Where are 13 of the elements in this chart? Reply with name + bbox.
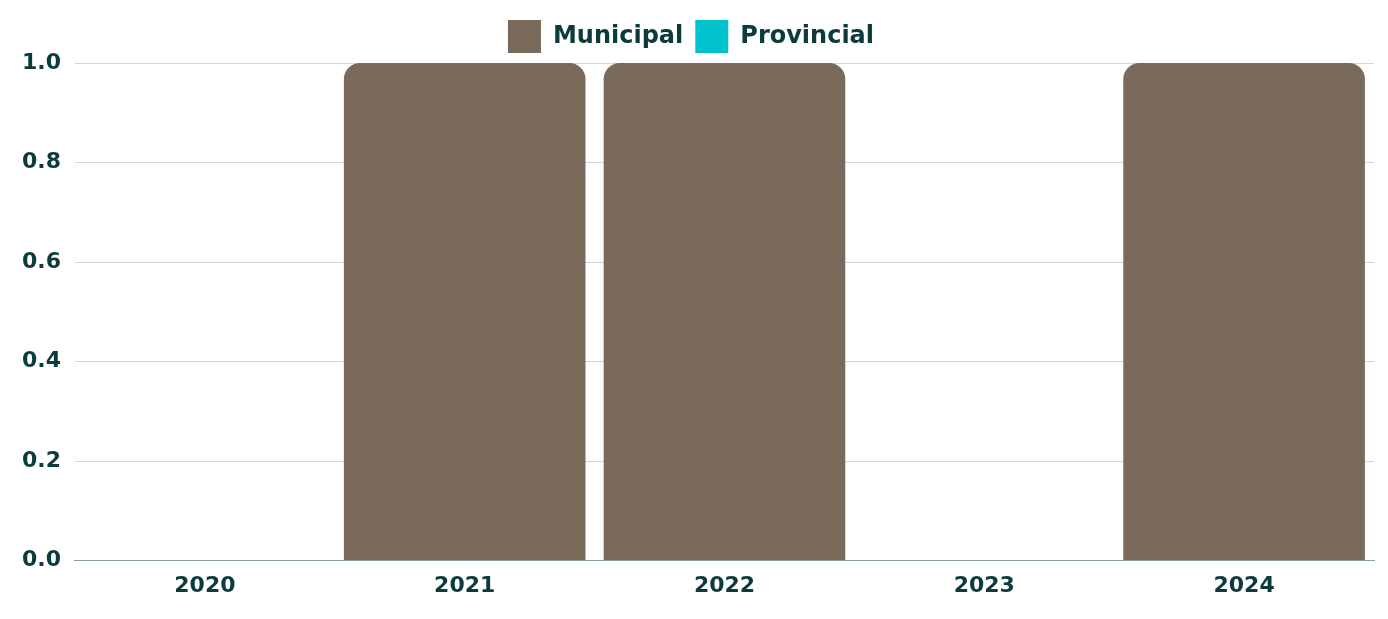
x-tick-label: 2024 <box>1213 571 1275 597</box>
y-tick-label: 0.6 <box>21 247 61 273</box>
x-tick-label: 2022 <box>693 571 756 597</box>
y-tick-label: 0.8 <box>21 148 61 174</box>
y-tick-label: 0.2 <box>21 446 61 472</box>
y-tick-label: 0.4 <box>21 347 61 373</box>
x-tick-label: 2021 <box>434 571 496 597</box>
legend-label: Provincial <box>740 20 875 49</box>
x-tick-label: 2023 <box>953 571 1015 597</box>
y-tick-label: 1.0 <box>21 48 61 74</box>
legend-label: Municipal <box>552 20 684 49</box>
y-tick-label: 0.0 <box>21 546 61 572</box>
x-tick-label: 2020 <box>174 571 236 597</box>
